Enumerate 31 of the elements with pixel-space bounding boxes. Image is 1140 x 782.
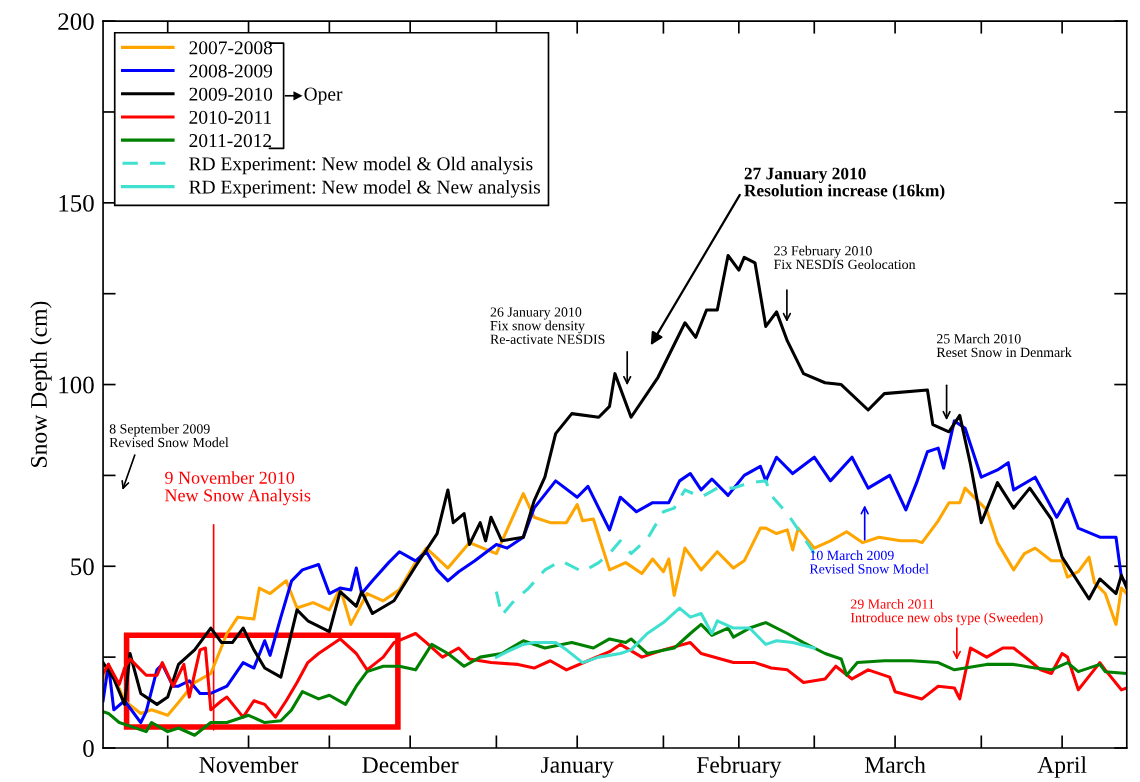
legend-label: RD Experiment: New model & Old analysis xyxy=(189,156,533,175)
annotation: 10 March 2009 Revised Snow Model xyxy=(809,550,929,574)
y-tick-label: 150 xyxy=(59,194,94,212)
annotation: 25 March 2010 Reset Snow in Denmark xyxy=(936,333,1072,358)
y-tick-label: 200 xyxy=(58,13,94,31)
annotation: Oper xyxy=(304,87,343,105)
annotation: 27 January 2010 Resolution increase (16km) xyxy=(744,167,945,200)
x-tick-label: January xyxy=(540,757,614,778)
legend-label: 2007-2008 xyxy=(189,41,273,55)
x-tick-label: February xyxy=(696,756,782,778)
annotation: 29 March 2011 Introduce new obs type (Sweeden) xyxy=(850,598,1043,626)
y-tick-label: 100 xyxy=(59,376,94,394)
y-tick-label: 0 xyxy=(83,740,94,757)
legend-label: RD Experiment: New model & New analysis xyxy=(189,179,540,198)
annotation: 8 September 2009 Revised Snow Model xyxy=(109,423,229,448)
x-tick-label: April xyxy=(1037,756,1087,778)
line-series xyxy=(103,419,1127,725)
y-tick-label: 50 xyxy=(71,558,94,576)
line-series xyxy=(494,606,816,665)
legend-label: 2010-2011 xyxy=(189,110,271,124)
annotation: 26 January 2010 Fix snow density Re-activate NESDIS xyxy=(490,307,605,344)
legend-label: 2011-2012 xyxy=(189,134,272,148)
x-tick-label: November xyxy=(199,756,299,773)
x-tick-label: March xyxy=(864,756,926,773)
line-series xyxy=(103,486,1127,717)
x-tick-label: December xyxy=(362,756,459,773)
annotation: 9 November 2010 New Snow Analysis xyxy=(165,471,311,506)
legend-label: 2009-2010 xyxy=(189,87,273,101)
annotation: 23 February 2010 Fix NESDIS Geolocation xyxy=(773,245,916,270)
y-axis-title: Snow Depth (cm) xyxy=(30,301,52,467)
legend-label: 2008-2009 xyxy=(189,64,273,78)
